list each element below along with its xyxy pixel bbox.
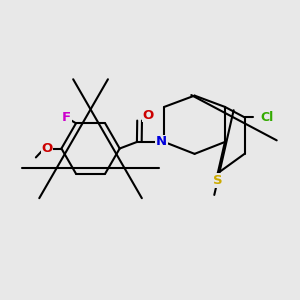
Text: Cl: Cl (260, 111, 274, 124)
Text: N: N (156, 136, 167, 148)
Text: O: O (142, 109, 154, 122)
Text: S: S (213, 174, 223, 187)
Text: O: O (41, 142, 53, 155)
Text: F: F (62, 111, 71, 124)
